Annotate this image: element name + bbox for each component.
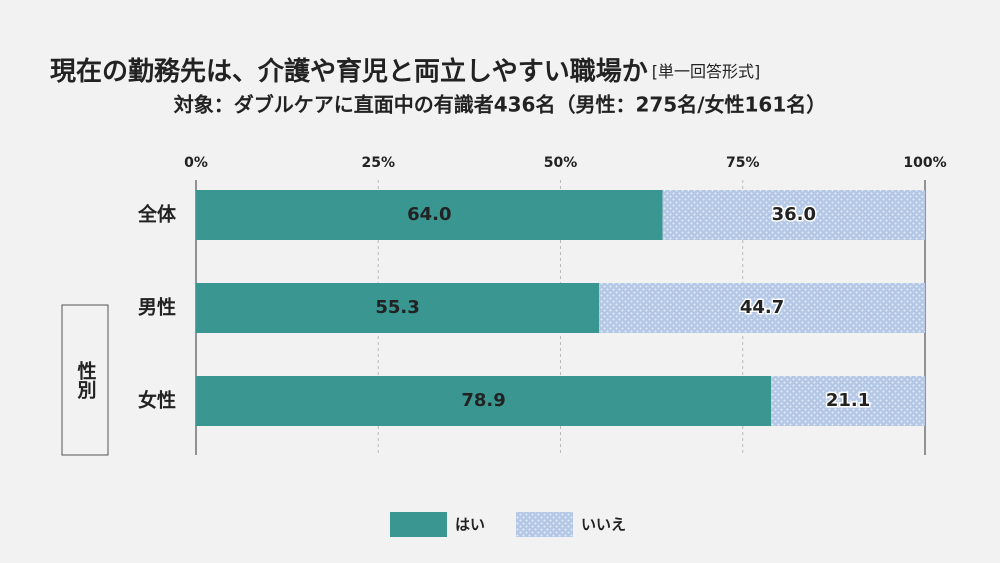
data-label: 78.9 [461,390,505,411]
x-tick-label: 75% [726,155,760,171]
chart-subtitle: 対象：ダブルケアに直面中の有識者436名（男性：275名/女性161名） [173,93,827,117]
legend-label: いいえ [581,516,626,534]
group-label: 性別 [75,360,97,400]
chart-title: 現在の勤務先は、介護や育児と両立しやすい職場か [50,56,648,87]
data-label: 55.3 [375,297,419,318]
legend-label: はい [455,516,485,534]
x-tick-label: 100% [903,155,946,171]
data-label: 36.0 [772,204,816,225]
bar-segment [196,376,772,426]
bar-segment [196,283,600,333]
y-tick-label: 男性 [138,296,176,319]
bar-segment [662,190,925,240]
bar-segment [196,190,663,240]
legend-swatch [390,512,447,537]
bar-segment [599,283,925,333]
chart-title-line: 現在の勤務先は、介護や育児と両立しやすい職場か [単一回答形式] [50,56,760,87]
legend-swatch [516,512,573,537]
x-tick-label: 50% [544,155,578,171]
bar-segment [771,376,925,426]
group-box [61,304,109,456]
data-label: 44.7 [740,297,784,318]
data-label: 64.0 [407,204,451,225]
title-note: [単一回答形式] [652,62,761,81]
y-tick-label: 全体 [137,203,177,226]
y-tick-label: 女性 [138,389,176,412]
x-tick-label: 0% [184,155,208,171]
data-label: 21.1 [826,390,870,411]
x-tick-label: 25% [361,155,395,171]
